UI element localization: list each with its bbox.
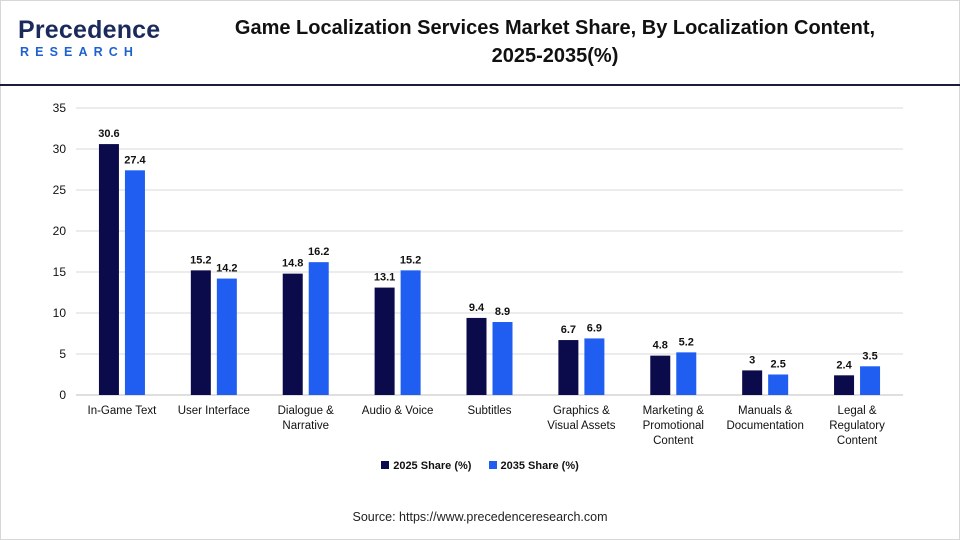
data-label-2035-4: 8.9 xyxy=(495,306,510,318)
data-label-2025-2: 14.8 xyxy=(282,258,303,270)
data-label-2025-3: 13.1 xyxy=(374,272,395,284)
legend-label-2035: 2035 Share (%) xyxy=(500,460,579,472)
bar-2025-0 xyxy=(98,144,119,395)
legend-item-2025: 2025 Share (%) xyxy=(381,460,471,472)
data-label-2035-6: 5.2 xyxy=(679,336,694,348)
x-tick-label-7-1: Documentation xyxy=(726,420,803,432)
data-label-2025-4: 9.4 xyxy=(469,302,485,314)
y-tick-label-30: 30 xyxy=(53,142,67,156)
data-label-2025-0: 30.6 xyxy=(98,128,119,140)
chart-title: Game Localization Services Market Share,… xyxy=(180,14,930,70)
bar-2025-3 xyxy=(374,287,395,395)
x-tick-label-4-0: Subtitles xyxy=(467,405,511,417)
bar-2035-1 xyxy=(216,278,237,395)
data-label-2035-1: 14.2 xyxy=(216,263,237,275)
legend: 2025 Share (%) 2035 Share (%) xyxy=(0,460,960,472)
x-tick-label-5-0: Graphics & xyxy=(553,405,610,417)
data-label-2025-7: 3 xyxy=(749,354,755,366)
y-tick-label-10: 10 xyxy=(53,306,67,320)
bar-2025-1 xyxy=(190,270,211,395)
bar-2035-8 xyxy=(860,366,881,395)
bar-2025-5 xyxy=(558,340,579,395)
bar-2035-7 xyxy=(768,374,789,395)
x-tick-label-8-1: Regulatory xyxy=(829,420,885,432)
x-tick-label-6-2: Content xyxy=(653,435,694,447)
data-label-2035-0: 27.4 xyxy=(124,154,146,166)
data-label-2035-2: 16.2 xyxy=(308,246,329,258)
data-label-2035-5: 6.9 xyxy=(587,322,602,334)
bar-2025-6 xyxy=(650,355,671,395)
logo-wordmark: Precedence xyxy=(18,16,161,44)
y-tick-label-25: 25 xyxy=(53,183,67,197)
bar-2035-4 xyxy=(492,322,513,395)
chart-title-line-1: Game Localization Services Market Share,… xyxy=(234,17,876,39)
x-tick-label-2-0: Dialogue & xyxy=(278,405,335,417)
bar-2025-8 xyxy=(834,375,855,395)
precedence-research-logo: Precedence RESEARCH xyxy=(18,16,168,66)
x-tick-label-8-2: Content xyxy=(837,435,878,447)
x-tick-label-3-0: Audio & Voice xyxy=(362,405,434,417)
x-tick-label-8-0: Legal & xyxy=(838,405,877,417)
data-label-2025-6: 4.8 xyxy=(653,340,668,352)
data-label-2035-8: 3.5 xyxy=(862,350,877,362)
y-tick-label-20: 20 xyxy=(53,224,67,238)
bar-2035-6 xyxy=(676,352,697,395)
legend-item-2035: 2035 Share (%) xyxy=(488,460,579,472)
x-tick-label-2-1: Narrative xyxy=(282,420,329,432)
data-label-2035-7: 2.5 xyxy=(771,359,786,371)
x-tick-label-1-0: User Interface xyxy=(178,405,250,417)
bar-2025-7 xyxy=(742,370,763,395)
bar-2025-2 xyxy=(282,273,303,395)
y-tick-label-15: 15 xyxy=(53,265,67,279)
header-divider xyxy=(0,84,960,86)
legend-label-2025: 2025 Share (%) xyxy=(393,460,472,472)
y-tick-label-35: 35 xyxy=(53,101,67,115)
y-tick-label-5: 5 xyxy=(59,347,66,361)
data-label-2035-3: 15.2 xyxy=(400,254,421,266)
bar-2035-2 xyxy=(308,262,329,395)
logo-subtitle: RESEARCH xyxy=(20,45,139,59)
x-tick-label-5-1: Visual Assets xyxy=(547,420,615,432)
x-tick-label-0-0: In-Game Text xyxy=(88,405,158,417)
legend-swatch-2035 xyxy=(488,461,497,469)
header: Precedence RESEARCH Game Localization Se… xyxy=(0,0,960,84)
x-tick-label-7-0: Manuals & xyxy=(738,405,793,417)
y-tick-label-0: 0 xyxy=(59,388,66,402)
x-tick-label-6-1: Promotional xyxy=(643,420,704,432)
data-label-2025-5: 6.7 xyxy=(561,324,576,336)
data-label-2025-1: 15.2 xyxy=(190,254,211,266)
bar-2035-0 xyxy=(124,170,145,395)
legend-swatch-2025 xyxy=(381,461,390,469)
bar-2035-3 xyxy=(400,270,421,395)
chart-title-line-2: 2025-2035(%) xyxy=(491,45,619,67)
source-note: Source: https://www.precedenceresearch.c… xyxy=(352,510,608,524)
bar-chart: 0 5 10 15 20 25 30 35 30.6 27.4 In-Game Text 15.2 14… xyxy=(53,101,903,447)
bar-2035-5 xyxy=(584,338,605,395)
x-tick-label-6-0: Marketing & xyxy=(643,405,705,417)
data-label-2025-8: 2.4 xyxy=(836,359,852,371)
bar-2025-4 xyxy=(466,317,487,395)
